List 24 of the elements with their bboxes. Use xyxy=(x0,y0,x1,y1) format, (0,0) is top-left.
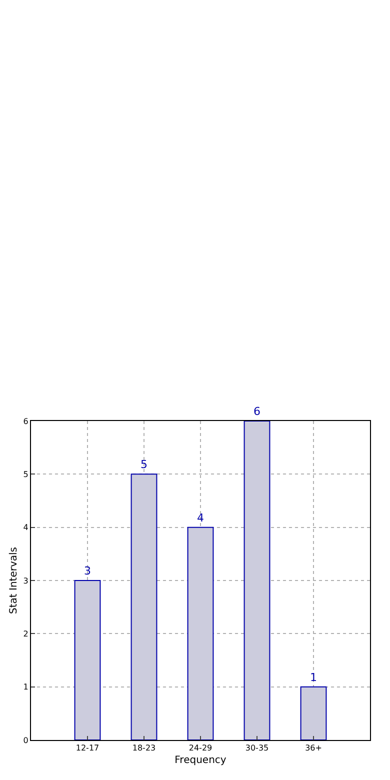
data-label: 4 xyxy=(197,511,204,524)
y-tick-label: 3 xyxy=(23,576,28,586)
data-label: 1 xyxy=(310,670,317,684)
y-tick-label: 4 xyxy=(23,523,28,532)
bar xyxy=(187,526,214,740)
y-tick-label: 1 xyxy=(23,682,28,692)
data-label: 6 xyxy=(254,405,260,418)
x-tick-label: 12-17 xyxy=(76,744,100,753)
y-axis-title: Stat Intervals xyxy=(8,546,20,614)
bar xyxy=(74,580,101,740)
y-tick-label: 2 xyxy=(23,629,28,638)
bar xyxy=(300,686,327,740)
data-label: 3 xyxy=(84,564,91,578)
y-tick-label: 0 xyxy=(23,736,28,745)
y-tick-label: 5 xyxy=(23,470,28,479)
x-tick-label: 30-35 xyxy=(245,744,269,753)
bar xyxy=(130,474,158,740)
x-axis-title: Frequency xyxy=(174,755,226,766)
y-tick-label: 6 xyxy=(23,416,28,426)
bar xyxy=(244,421,270,740)
x-tick-label: 18-23 xyxy=(132,744,156,753)
data-label: 5 xyxy=(140,458,148,472)
x-tick-label: 36+ xyxy=(305,744,322,753)
x-tick-label: 24-29 xyxy=(188,744,212,753)
